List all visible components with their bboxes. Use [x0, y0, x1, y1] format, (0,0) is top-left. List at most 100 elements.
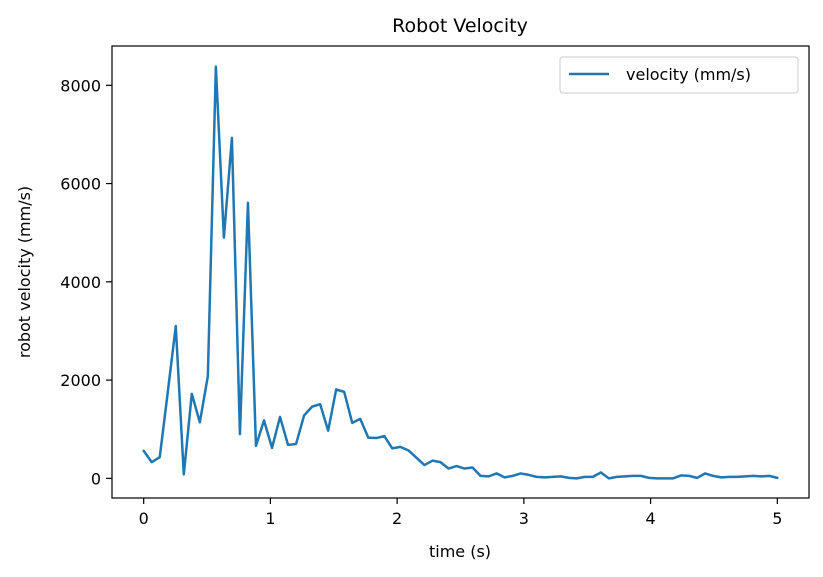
- data-point: [743, 474, 747, 478]
- data-point: [302, 413, 306, 417]
- data-point: [607, 476, 611, 480]
- data-point: [495, 471, 499, 475]
- y-tick-label: 4000: [60, 273, 101, 292]
- data-point: [503, 475, 507, 479]
- data-point: [230, 136, 234, 140]
- y-tick-label: 2000: [60, 371, 101, 390]
- x-tick-label: 4: [645, 509, 655, 528]
- data-point: [254, 444, 258, 448]
- data-point: [551, 475, 555, 479]
- data-point: [639, 474, 643, 478]
- data-point: [318, 402, 322, 406]
- data-point: [238, 432, 242, 436]
- x-tick-label: 3: [519, 509, 529, 528]
- legend-entry-label: velocity (mm/s): [626, 65, 751, 84]
- series-line-velocity: [142, 65, 779, 480]
- data-point: [695, 476, 699, 480]
- x-tick-label: 5: [772, 509, 782, 528]
- data-point: [270, 446, 274, 450]
- data-point: [655, 476, 659, 480]
- data-point: [390, 446, 394, 450]
- data-point: [422, 463, 426, 467]
- data-point: [214, 65, 218, 69]
- data-point: [759, 474, 763, 478]
- data-point: [366, 436, 370, 440]
- legend-box: [559, 56, 799, 94]
- x-tick-label: 2: [392, 509, 402, 528]
- chart-title: Robot Velocity: [392, 15, 528, 37]
- data-point: [438, 460, 442, 464]
- x-tick-label: 0: [139, 509, 149, 528]
- data-point: [174, 324, 178, 328]
- data-point: [687, 474, 691, 478]
- data-point: [719, 475, 723, 479]
- series-layer: [142, 65, 779, 480]
- data-point: [454, 464, 458, 468]
- data-point: [358, 417, 362, 421]
- data-point: [222, 236, 226, 240]
- data-point: [166, 390, 170, 394]
- data-point: [615, 475, 619, 479]
- data-point: [310, 405, 314, 409]
- data-point: [679, 473, 683, 477]
- data-point: [198, 420, 202, 424]
- data-point: [583, 475, 587, 479]
- data-point: [599, 470, 603, 474]
- data-point: [727, 475, 731, 479]
- data-point: [663, 476, 667, 480]
- data-point: [463, 467, 467, 471]
- data-point: [479, 474, 483, 478]
- plot-area: [111, 45, 810, 499]
- x-tick-label: 1: [265, 509, 275, 528]
- data-point: [623, 474, 627, 478]
- data-point: [150, 460, 154, 464]
- y-tick-label: 8000: [60, 76, 101, 95]
- data-point: [591, 475, 595, 479]
- legend: velocity (mm/s): [559, 56, 799, 94]
- data-point: [374, 436, 378, 440]
- x-axis-label: time (s): [429, 542, 491, 561]
- data-point: [527, 473, 531, 477]
- data-point: [182, 472, 186, 476]
- y-tick-label: 0: [91, 469, 101, 488]
- data-point: [535, 475, 539, 479]
- y-axis-label: robot velocity (mm/s): [15, 186, 34, 358]
- data-point: [142, 449, 146, 453]
- data-point: [206, 374, 210, 378]
- data-point: [671, 476, 675, 480]
- data-point: [190, 392, 194, 396]
- data-point: [647, 476, 651, 480]
- data-point: [559, 474, 563, 478]
- data-point: [703, 471, 707, 475]
- data-point: [334, 387, 338, 391]
- data-point: [326, 429, 330, 433]
- data-point: [735, 475, 739, 479]
- x-axis-ticks: 0 1 2 3 4 5: [139, 498, 782, 528]
- data-point: [767, 474, 771, 478]
- data-point: [430, 459, 434, 463]
- data-point: [342, 390, 346, 394]
- data-point: [294, 442, 298, 446]
- data-point: [487, 474, 491, 478]
- data-point: [575, 476, 579, 480]
- data-point: [278, 415, 282, 419]
- data-point: [158, 455, 162, 459]
- data-point: [262, 418, 266, 422]
- data-point: [382, 434, 386, 438]
- data-point: [246, 201, 250, 205]
- data-point: [414, 456, 418, 460]
- data-point: [519, 471, 523, 475]
- data-point: [567, 476, 571, 480]
- data-point: [471, 466, 475, 470]
- data-point: [751, 474, 755, 478]
- data-point: [398, 445, 402, 449]
- y-tick-label: 6000: [60, 175, 101, 194]
- data-point: [350, 421, 354, 425]
- data-point: [511, 474, 515, 478]
- data-point: [406, 448, 410, 452]
- data-point: [775, 476, 779, 480]
- data-point: [446, 467, 450, 471]
- data-point: [631, 474, 635, 478]
- data-point: [286, 443, 290, 447]
